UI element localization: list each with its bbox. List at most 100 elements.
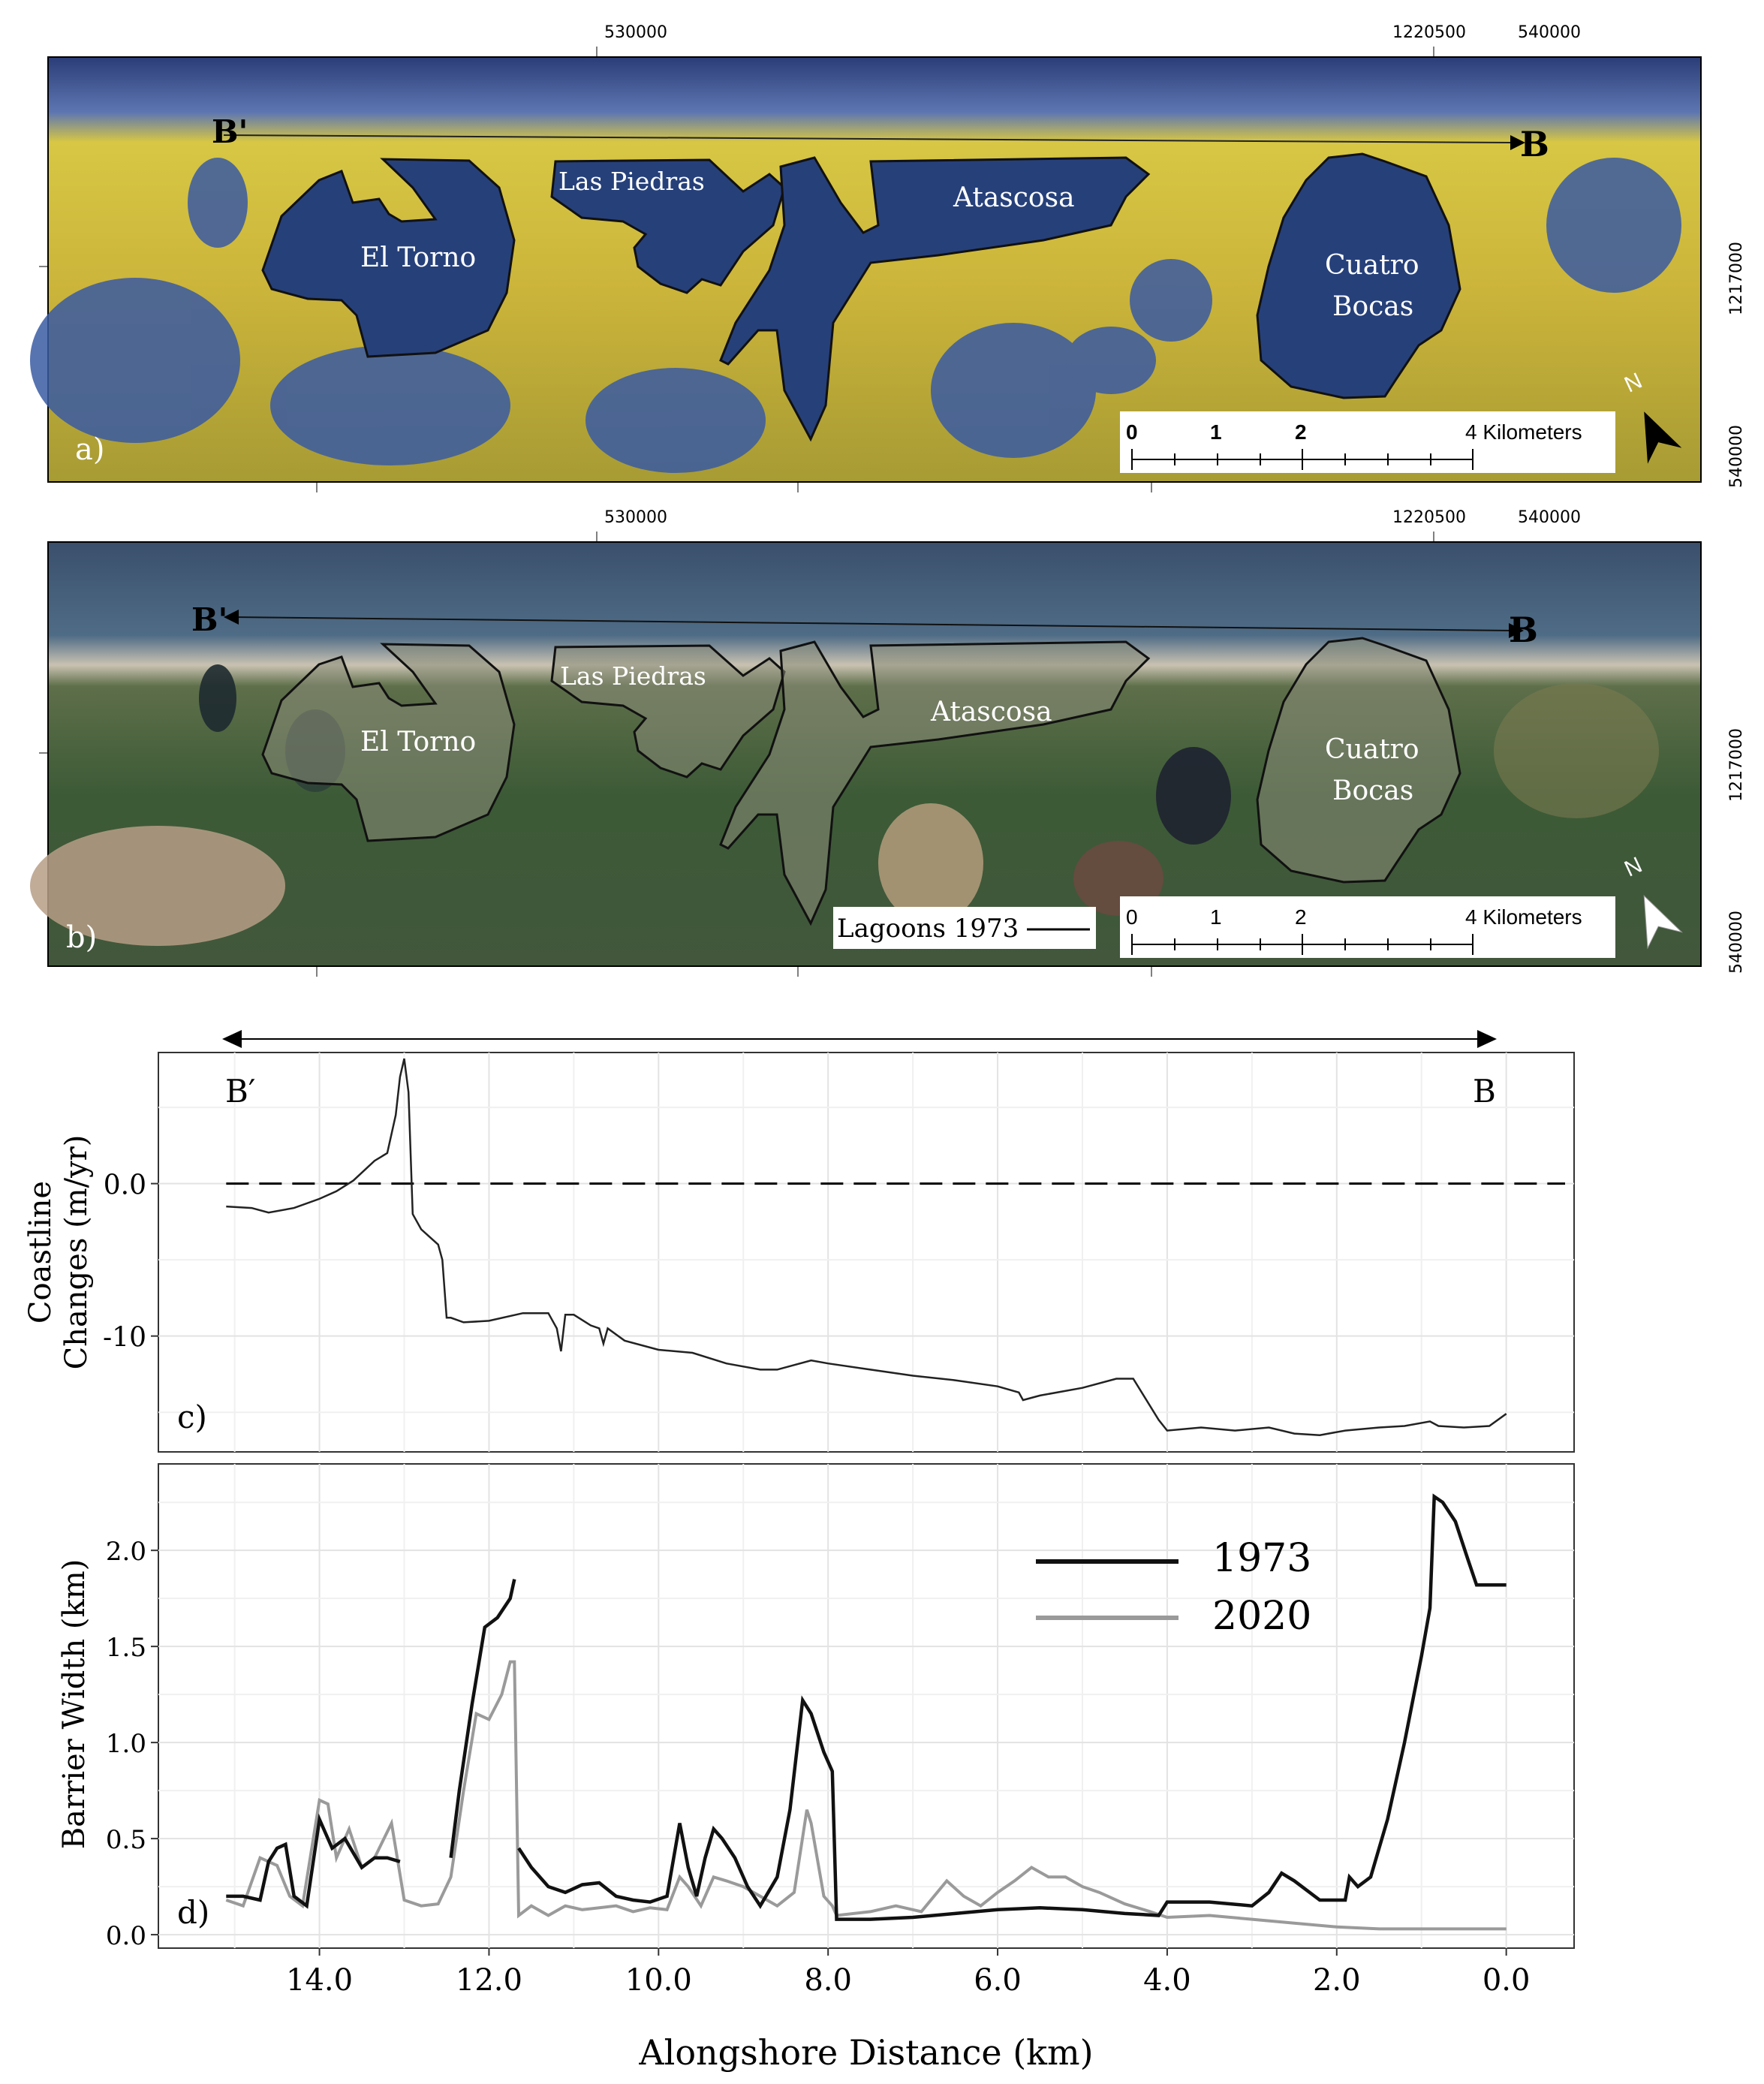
map-b: B' B El Torno Las Piedras Atascosa Cuatr… — [30, 541, 1702, 967]
lagoon-label-las-piedras-a: Las Piedras — [558, 167, 705, 196]
lagoon-label-atascosa-a: Atascosa — [953, 182, 1075, 213]
lagoon-label-atascosa-b: Atascosa — [930, 697, 1052, 727]
top-coord-3-a: 540000 — [1518, 23, 1581, 42]
lagoon-cuatro-bocas-a — [1256, 152, 1461, 399]
side-coord-2-a: 540000 — [1727, 425, 1746, 488]
chart-c-plot-area — [158, 1052, 1575, 1453]
chart-d-xtick-label: 4.0 — [1143, 1963, 1191, 1998]
chart-c-top-arrow-left — [222, 1030, 242, 1048]
map-a-lagoons — [261, 152, 1461, 442]
lagoon-label-bocas-b: Bocas — [1332, 775, 1413, 806]
chart-c-ylabel-line1: Coastline — [23, 1181, 58, 1324]
scale-tick-2-b: 2 — [1295, 905, 1307, 929]
lagoon-cuatro-bocas-b — [1256, 637, 1461, 884]
map-b-lagoons — [261, 637, 1461, 926]
transect-line-b — [233, 616, 1513, 631]
chart-c-start-label: B′ — [225, 1073, 255, 1110]
top-coord-2-a: 1220500 — [1392, 23, 1466, 42]
scale-bar-b: 0 1 2 4 Kilometers — [1120, 896, 1615, 958]
scale-tick-0-b: 0 — [1126, 905, 1138, 929]
chart-d-ytick-label: 0.5 — [106, 1825, 146, 1855]
map-b-land-patches — [30, 664, 1659, 946]
chart-c-grid — [158, 1053, 1574, 1452]
chart-d-plot-area — [158, 1463, 1575, 1949]
chart-d-xlabel: Alongshore Distance (km) — [638, 2032, 1093, 2073]
lagoon-atascosa-a — [719, 156, 1151, 442]
scale-bar-a: 0 1 2 4 Kilometers — [1120, 411, 1615, 473]
lagoon-label-las-piedras-b: Las Piedras — [560, 661, 706, 691]
lagoon-label-cuatro-a: Cuatro — [1325, 250, 1419, 281]
lagoon-label-el-torno-b: El Torno — [360, 727, 476, 757]
top-coord-1-b: 530000 — [604, 508, 667, 527]
chart-c-yticks: 0.0 -10 — [103, 1170, 158, 1354]
chart-d-panel-letter: d) — [177, 1894, 209, 1931]
map-a-water-patches — [30, 158, 1681, 473]
chart-d-xtick-label: 14.0 — [286, 1963, 353, 1998]
panel-letter-b: b) — [66, 920, 97, 955]
scale-tick-1-b: 1 — [1210, 905, 1222, 929]
lagoon-el-torno-b — [261, 643, 516, 842]
top-coord-2-b: 1220500 — [1392, 508, 1466, 527]
lagoon-las-piedras-a — [550, 158, 786, 294]
lagoon-el-torno-a — [261, 158, 516, 358]
chart-c-ytick-label: 0.0 — [104, 1170, 146, 1201]
legend-lagoons-1973: Lagoons 1973 — [833, 907, 1096, 949]
chart-d: 0.0 0.5 1.0 1.5 2.0 14.0 12.0 10.0 8.0 6.0 4.0 2.0… — [57, 1463, 1575, 2073]
scale-tick-2-a: 2 — [1295, 420, 1307, 444]
chart-d-xtick-label: 0.0 — [1483, 1963, 1531, 1998]
chart-d-ylabel: Barrier Width (km) — [57, 1559, 92, 1850]
chart-d-legend: 1973 2020 — [1036, 1536, 1311, 1639]
map-b-coords: 530000 1220500 540000 1217000 540000 — [39, 508, 1746, 977]
chart-d-ytick-label: 2.0 — [106, 1537, 146, 1567]
top-coord-1-a: 530000 — [604, 23, 667, 42]
chart-c-ylabel: Coastline Changes (m/yr) — [23, 1135, 94, 1370]
chart-c-top-arrow-right — [1477, 1030, 1497, 1048]
legend-2020-label: 2020 — [1212, 1594, 1311, 1639]
scale-tick-1-a: 1 — [1210, 420, 1222, 444]
transect-start-label-a: B' — [212, 113, 248, 150]
transect-end-label-b: B — [1509, 610, 1538, 650]
chart-c-ytick-label: -10 — [103, 1323, 146, 1354]
side-coord-2-b: 540000 — [1727, 911, 1746, 974]
chart-d-yticks: 0.0 0.5 1.0 1.5 2.0 — [106, 1537, 158, 1951]
chart-d-ytick-label: 1.0 — [106, 1729, 146, 1759]
chart-d-xtick-label: 12.0 — [456, 1963, 522, 1998]
side-coord-1-b: 1217000 — [1727, 728, 1746, 802]
lagoon-label-el-torno-a: El Torno — [360, 242, 476, 273]
legend-lagoons-1973-label: Lagoons 1973 — [837, 914, 1019, 944]
chart-d-ytick-label: 0.0 — [106, 1921, 146, 1951]
chart-c-coastline-series — [226, 1058, 1507, 1436]
scale-tick-0-a: 0 — [1126, 420, 1138, 444]
chart-c-end-label: B — [1473, 1073, 1496, 1110]
transect-end-label-a: B — [1520, 124, 1549, 164]
side-coord-1-a: 1217000 — [1727, 242, 1746, 315]
chart-d-grid — [158, 1464, 1574, 1948]
top-coord-3-b: 540000 — [1518, 508, 1581, 527]
chart-d-ytick-label: 1.5 — [106, 1633, 146, 1663]
lagoon-label-bocas-a: Bocas — [1332, 291, 1413, 322]
chart-d-xtick-label: 10.0 — [625, 1963, 692, 1998]
panel-letter-a: a) — [75, 432, 104, 467]
scale-tick-4-a: 4 Kilometers — [1465, 420, 1582, 444]
transect-arrow-a — [1510, 135, 1525, 150]
chart-d-series-1973 — [226, 1493, 1507, 1921]
lagoon-label-cuatro-b: Cuatro — [1325, 734, 1419, 765]
chart-d-series-2020 — [225, 1660, 1507, 1931]
legend-1973-label: 1973 — [1212, 1536, 1311, 1581]
map-a-coords: 530000 1220500 540000 1217000 540000 — [39, 23, 1746, 492]
chart-d-xtick-label: 6.0 — [974, 1963, 1022, 1998]
transect-line-a — [223, 134, 1516, 143]
chart-d-xtick-label: 2.0 — [1313, 1963, 1361, 1998]
chart-c-panel-letter: c) — [177, 1399, 207, 1435]
chart-d-xtick-label: 8.0 — [804, 1963, 852, 1998]
transect-start-label-b: B' — [191, 601, 227, 638]
scale-tick-4-b: 4 Kilometers — [1465, 905, 1582, 929]
lagoon-las-piedras-b — [550, 644, 786, 778]
chart-c-ylabel-line2: Changes (m/yr) — [59, 1135, 94, 1370]
chart-d-xticks: 14.0 12.0 10.0 8.0 6.0 4.0 2.0 0.0 — [286, 1948, 1530, 1998]
transect-arrow-b-left — [224, 610, 239, 625]
transect-arrow-b-right — [1509, 623, 1524, 638]
map-a: B' B El Torno Las Piedras Atascosa Cuatr… — [30, 56, 1702, 483]
chart-c: 0.0 -10 B′ B c) Coastline Changes (m/yr) — [23, 1030, 1575, 1453]
